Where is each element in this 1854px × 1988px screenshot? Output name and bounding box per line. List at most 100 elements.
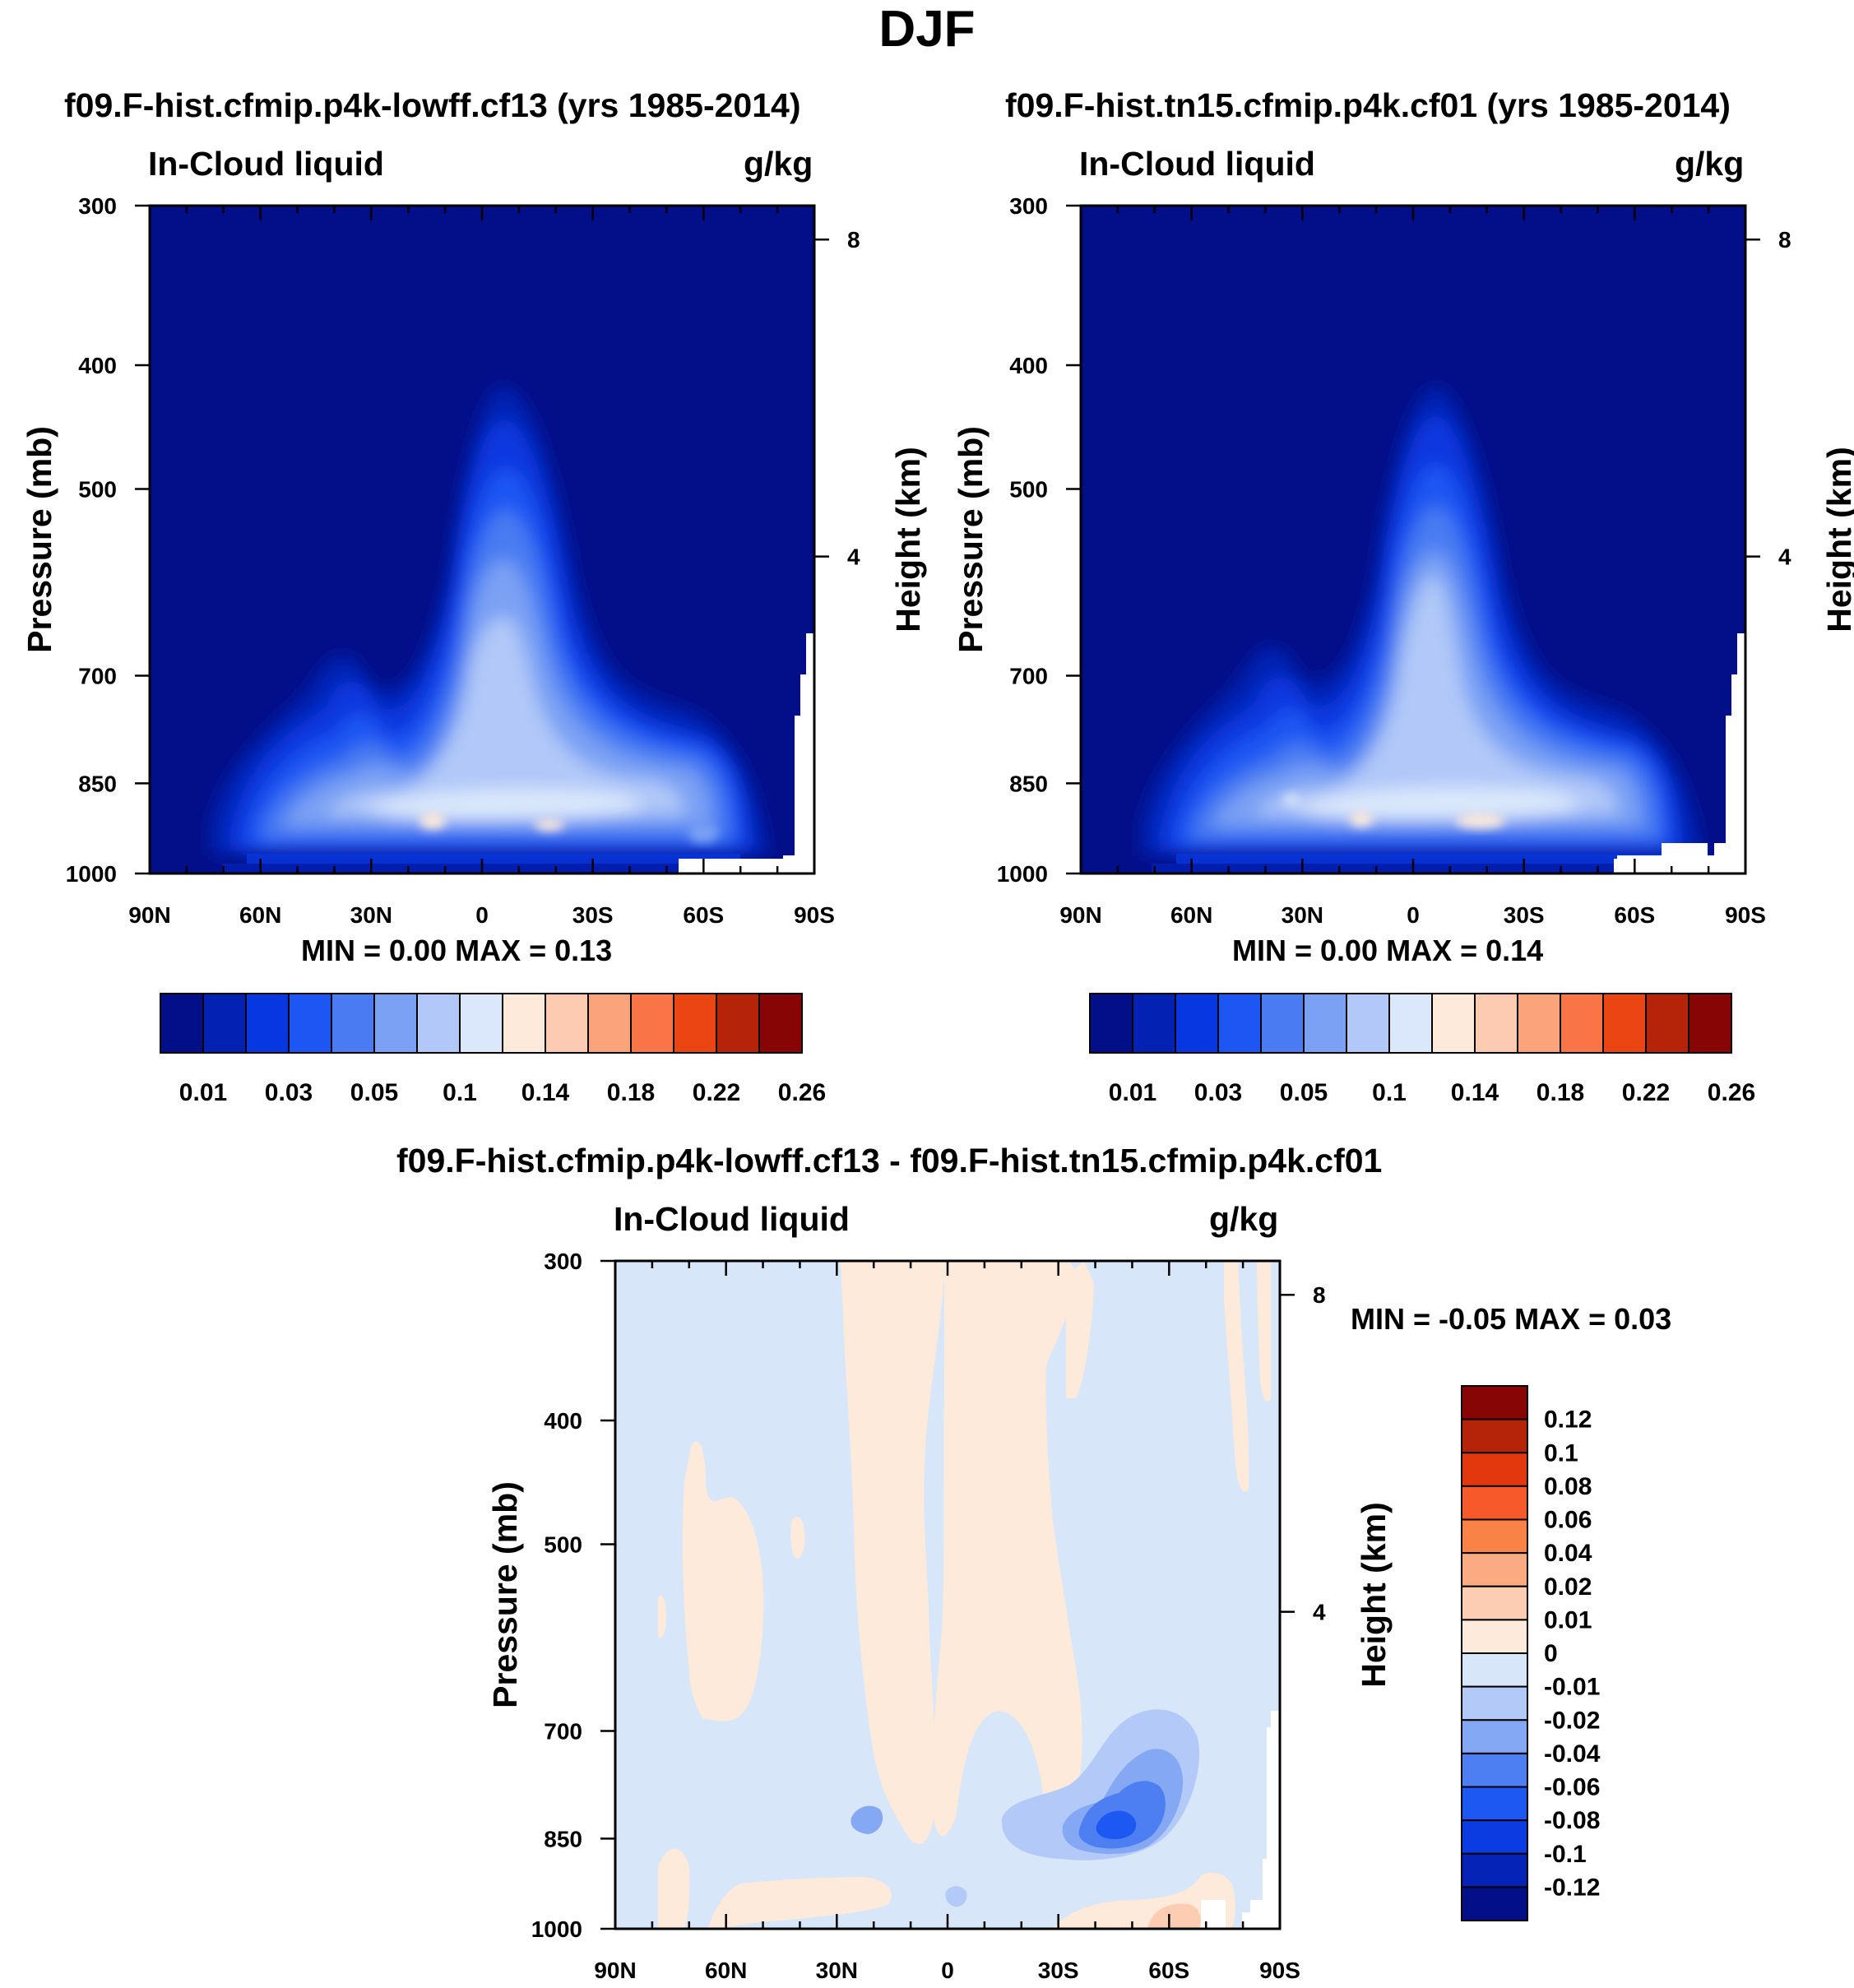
y-tick-label: 300 <box>78 193 117 219</box>
x-tick-label: 90S <box>794 902 835 928</box>
colorbar-box <box>1461 1685 1528 1722</box>
x-tick-label: 0 <box>475 902 489 928</box>
colorbar-box <box>373 993 418 1054</box>
colorbar-box <box>630 993 674 1054</box>
colorbar-box <box>1461 1652 1528 1688</box>
colorbar-box <box>1461 1585 1528 1621</box>
panel-1-missing-data <box>679 633 814 874</box>
colorbar-box <box>1461 1619 1528 1654</box>
colorbar-label: 0.01 <box>1109 1079 1156 1106</box>
panel-3-positive-spike-south <box>1066 1261 1094 1398</box>
panel-3-positive-regions <box>658 1261 1271 1929</box>
panel-3-neg-nh-patch <box>851 1805 883 1834</box>
panel-2-title: f09.F-hist.tn15.cfmip.p4k.cf01 (yrs 1985… <box>1005 86 1731 124</box>
panel-1-units: g/kg <box>744 145 813 183</box>
panel-3-colorbar: 0.12 0.1 0.08 0.06 0.04 0.02 0.01 0 -0.01 -0.02 -0… <box>1461 1385 1601 1921</box>
panel-3-axes: 90N 60N 30N 0 30S 60S 90S 300 400 500 700 850 1000 8 4… <box>486 1249 1393 1983</box>
colorbar-box <box>1461 1552 1528 1587</box>
panel-3-title: f09.F-hist.cfmip.p4k-lowff.cf13 - f09.F-… <box>396 1142 1383 1179</box>
x-tick-label: 30S <box>572 902 614 928</box>
colorbar-box <box>1560 993 1604 1054</box>
colorbar-box <box>331 993 375 1054</box>
colorbar-label: 0.1 <box>443 1079 477 1106</box>
colorbar-label: 0.05 <box>1280 1079 1328 1106</box>
colorbar-box <box>587 993 632 1054</box>
panel-3-positive-sh-polar-2 <box>1257 1261 1271 1402</box>
colorbar-box <box>1461 1852 1528 1888</box>
colorbar-label: 0.1 <box>1372 1079 1407 1106</box>
panel-1-bl-bands <box>222 854 757 874</box>
panel-2-missing-data <box>1614 633 1745 874</box>
colorbar-box <box>1461 1485 1528 1521</box>
colorbar-box <box>1175 993 1219 1054</box>
panel-2-level-7 <box>1254 576 1618 814</box>
colorbar-label: 0.01 <box>1544 1606 1592 1633</box>
y-tick-label: 400 <box>544 1408 582 1434</box>
colorbar-label: 0.02 <box>1544 1573 1592 1601</box>
colorbar-label: 0.03 <box>265 1079 313 1106</box>
panel-2-level-8 <box>1291 787 1579 820</box>
colorbar-label: -0.12 <box>1544 1874 1600 1901</box>
panel-3-negative-regions <box>851 1709 1200 1907</box>
colorbar-box <box>1461 1452 1528 1487</box>
y-tick-label: 300 <box>1009 193 1048 219</box>
panel-2-left-label: In-Cloud liquid <box>1079 145 1315 183</box>
colorbar-label: 0.26 <box>778 1079 826 1106</box>
y-tick-label: 700 <box>1009 663 1048 688</box>
colorbar-label: 0.18 <box>607 1079 655 1106</box>
colorbar-label: 0.18 <box>1537 1079 1584 1106</box>
panel-1-level-6-south <box>688 823 718 843</box>
y2-axis-label: Height (km) <box>1355 1502 1393 1688</box>
colorbar-label: 0.22 <box>693 1079 740 1106</box>
panel-3-positive-nh-lower <box>658 1595 666 1638</box>
colorbar-label: 0.08 <box>1544 1473 1592 1500</box>
colorbar-box <box>288 993 332 1054</box>
y-tick-label: 500 <box>544 1532 582 1558</box>
panel-2-plot: 90N 60N 30N 0 30S 60S 90S 300 400 500 700 850 1000 8 4… <box>952 193 1854 928</box>
colorbar-label: 0.04 <box>1544 1540 1592 1567</box>
panel-3-positive-nh-mid <box>683 1441 764 1722</box>
colorbar-box <box>1217 993 1262 1054</box>
colorbar-box <box>245 993 290 1054</box>
colorbar-label: 0.01 <box>179 1079 227 1106</box>
panel-3-plot: 90N 60N 30N 0 30S 60S 90S 300 400 500 700 850 1000 8 4… <box>486 1249 1393 1983</box>
figure-title: DJF <box>878 1 976 58</box>
panel-3-left-label: In-Cloud liquid <box>614 1200 850 1238</box>
panel-1-left-label: In-Cloud liquid <box>148 145 384 183</box>
x-tick-label: 60N <box>239 902 281 928</box>
panel-3-positive-nh-small <box>790 1516 805 1559</box>
panel-1-plot: 90N 60N 30N 0 30S 60S 90S 300 400 500 700 850 1000 8 4… <box>21 193 927 928</box>
panel-2-units: g/kg <box>1675 145 1745 183</box>
y-tick-label: 850 <box>1009 771 1048 796</box>
colorbar-box <box>1517 993 1561 1054</box>
colorbar-label: 0.14 <box>1451 1079 1499 1106</box>
panel-3-positive-band-tropics <box>841 1261 945 1844</box>
panel-3-neg-level-5-min <box>1096 1810 1137 1840</box>
y-axis-label: Pressure (mb) <box>486 1481 524 1708</box>
y-tick-label: 850 <box>78 771 117 796</box>
panel-3-missing-data <box>1201 1711 1280 1929</box>
colorbar-box <box>1461 1719 1528 1754</box>
colorbar-box <box>160 993 204 1054</box>
colorbar-box <box>459 993 503 1054</box>
x-tick-label: 60S <box>1148 1958 1189 1983</box>
x-tick-label: 30S <box>1504 902 1545 928</box>
colorbar-label: -0.04 <box>1544 1740 1601 1768</box>
y-tick-label: 400 <box>1009 353 1048 378</box>
y-tick-label: 850 <box>544 1826 582 1851</box>
y2-tick-label: 4 <box>1313 1600 1326 1625</box>
colorbar-box <box>1461 1385 1528 1420</box>
colorbar-label: 0.1 <box>1544 1439 1578 1467</box>
y-tick-label: 1000 <box>997 861 1048 887</box>
colorbar-box <box>1346 993 1390 1054</box>
y2-axis-label: Height (km) <box>1820 447 1854 633</box>
panel-3-stats: MIN = -0.05 MAX = 0.03 <box>1351 1302 1672 1336</box>
y-tick-label: 500 <box>78 477 117 503</box>
colorbar-label: -0.02 <box>1544 1707 1600 1734</box>
colorbar-box <box>1089 993 1133 1054</box>
y-tick-label: 400 <box>78 353 117 378</box>
panel-2-level-8-north <box>1283 795 1300 804</box>
colorbar-label: 0 <box>1544 1640 1558 1667</box>
colorbar-box <box>416 993 461 1054</box>
colorbar-box <box>1688 993 1732 1054</box>
